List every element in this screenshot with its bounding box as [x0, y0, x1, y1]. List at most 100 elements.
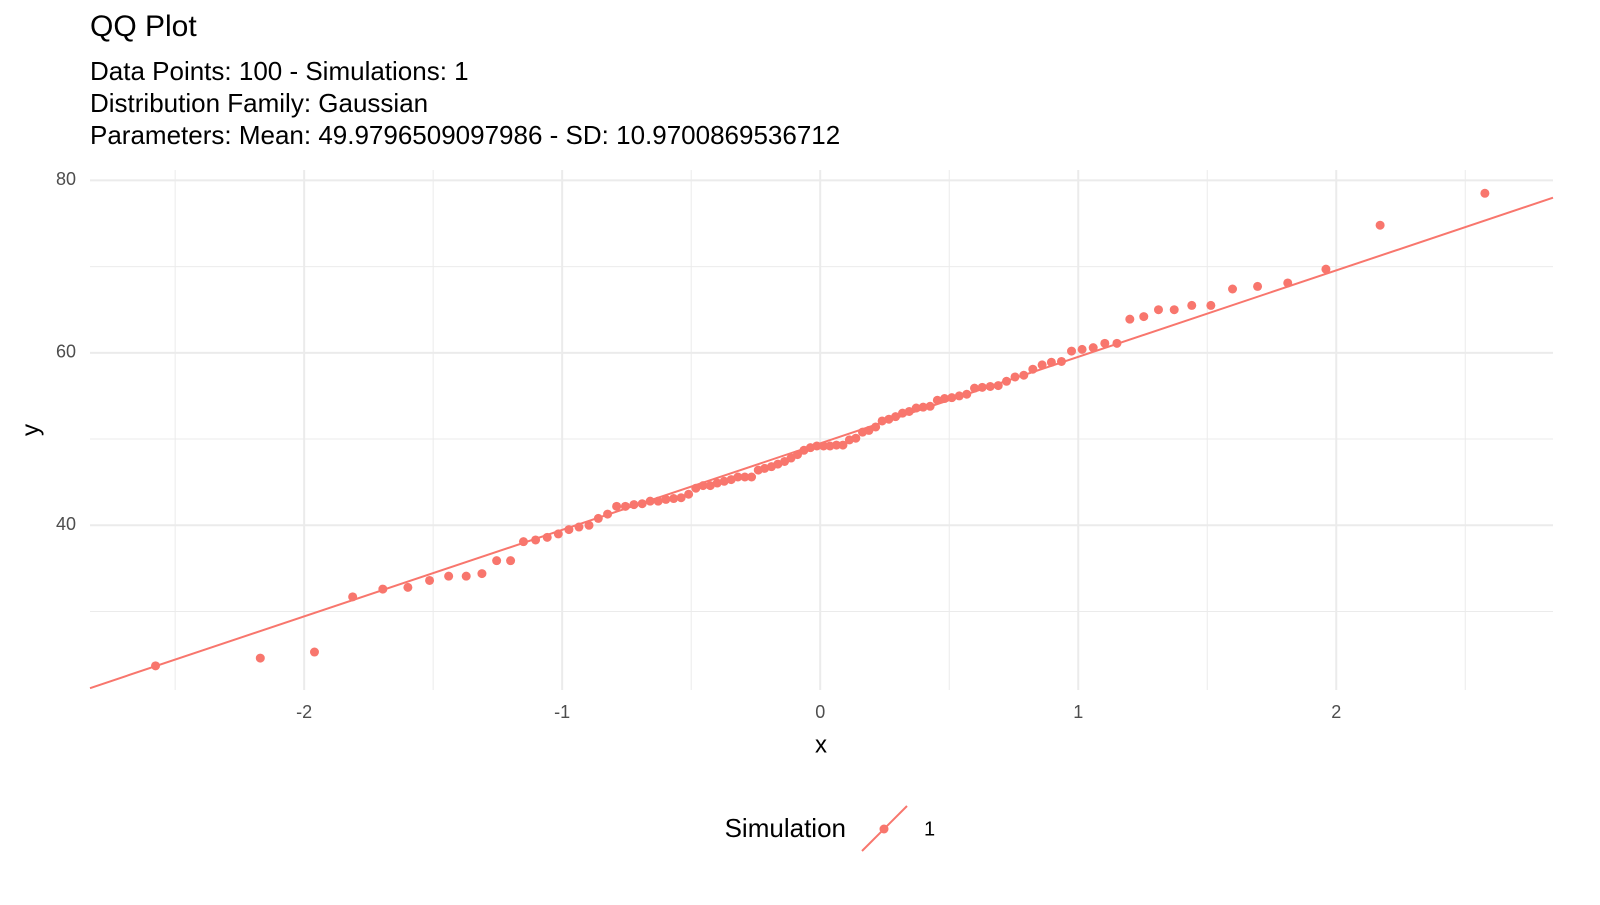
- x-tick-label: -2: [296, 702, 312, 722]
- legend-key-point: [879, 824, 889, 834]
- point: [593, 513, 603, 523]
- point: [620, 501, 630, 511]
- point: [712, 478, 722, 488]
- grid: [90, 170, 1553, 690]
- point: [719, 476, 729, 486]
- point: [564, 525, 574, 535]
- point: [1010, 372, 1020, 382]
- x-tick-label: 2: [1331, 702, 1341, 722]
- point: [1056, 356, 1066, 366]
- point: [684, 489, 694, 499]
- point: [492, 556, 502, 566]
- point: [838, 440, 848, 450]
- point: [255, 653, 265, 663]
- point: [461, 571, 471, 581]
- point: [1139, 312, 1149, 322]
- point: [1375, 220, 1385, 230]
- point: [1037, 360, 1047, 370]
- point: [691, 483, 701, 493]
- subtitle: Parameters: Mean: 49.9796509097986 - SD:…: [90, 120, 840, 150]
- point: [904, 406, 914, 416]
- point: [1002, 376, 1012, 386]
- legend-title: Simulation: [725, 813, 846, 843]
- point: [1077, 344, 1087, 354]
- point: [962, 389, 972, 399]
- point: [977, 382, 987, 392]
- point: [793, 450, 803, 460]
- point: [603, 509, 613, 519]
- point: [911, 403, 921, 413]
- legend-label: 1: [924, 818, 935, 840]
- point: [740, 472, 750, 482]
- point: [954, 391, 964, 401]
- point: [1067, 346, 1077, 356]
- point: [1046, 357, 1056, 367]
- point: [1283, 278, 1293, 288]
- point: [747, 472, 757, 482]
- point: [348, 592, 358, 602]
- point: [151, 661, 161, 671]
- subtitle: Distribution Family: Gaussian: [90, 88, 428, 118]
- y-tick-label: 80: [56, 169, 76, 189]
- x-tick-label: 1: [1073, 702, 1083, 722]
- point: [993, 381, 1003, 391]
- y-tick-label: 40: [56, 514, 76, 534]
- point: [612, 501, 622, 511]
- point: [705, 481, 715, 491]
- point: [831, 440, 841, 450]
- point: [574, 522, 584, 532]
- point: [637, 499, 647, 509]
- point: [1019, 370, 1029, 380]
- point: [918, 402, 928, 412]
- point: [661, 494, 671, 504]
- point: [506, 556, 516, 566]
- point: [891, 412, 901, 422]
- point: [1187, 300, 1197, 310]
- point: [947, 393, 957, 403]
- point: [1480, 188, 1490, 198]
- point: [1169, 305, 1179, 315]
- point: [970, 383, 980, 393]
- point: [932, 395, 942, 405]
- x-tick-label: 0: [815, 702, 825, 722]
- point: [1088, 343, 1098, 353]
- point: [819, 441, 829, 451]
- point: [518, 537, 528, 547]
- point: [864, 425, 874, 435]
- point: [851, 433, 861, 443]
- point: [1112, 338, 1122, 348]
- point: [1125, 314, 1135, 324]
- point: [645, 496, 655, 506]
- x-axis-title: x: [815, 731, 827, 758]
- point: [425, 575, 435, 585]
- point: [309, 647, 319, 657]
- y-axis-title: y: [17, 424, 44, 436]
- point: [531, 535, 541, 545]
- point: [676, 493, 686, 503]
- point: [1253, 281, 1263, 291]
- point: [403, 582, 413, 592]
- chart-title: QQ Plot: [90, 10, 197, 43]
- point: [584, 520, 594, 530]
- point: [1206, 300, 1216, 310]
- point: [925, 401, 935, 411]
- point: [542, 532, 552, 542]
- subtitle: Data Points: 100 - Simulations: 1: [90, 56, 469, 86]
- point: [553, 529, 563, 539]
- point: [1321, 264, 1331, 274]
- point: [812, 441, 822, 451]
- point: [1100, 338, 1110, 348]
- point: [669, 494, 679, 504]
- point: [698, 481, 708, 491]
- x-tick-label: -1: [554, 702, 570, 722]
- point: [940, 394, 950, 404]
- point: [653, 496, 663, 506]
- y-tick-label: 60: [56, 342, 76, 362]
- point: [871, 422, 881, 432]
- point: [1028, 364, 1038, 374]
- point: [378, 584, 388, 594]
- point: [733, 472, 743, 482]
- point: [985, 381, 995, 391]
